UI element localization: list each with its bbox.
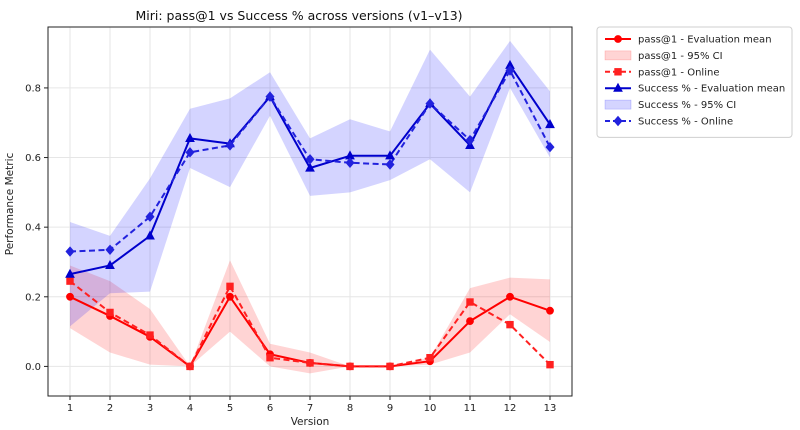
x-tick-label: 13 bbox=[544, 403, 557, 414]
passat1-evaluation-mean-point bbox=[226, 292, 234, 301]
legend: pass@1 - Evaluation mean pass@1 - 95% CI p… bbox=[596, 26, 793, 138]
legend-marker-success-pct-evaluation-mean bbox=[613, 82, 623, 92]
passat1-95pct-ci-band bbox=[70, 260, 550, 374]
series-markers bbox=[65, 59, 555, 371]
success-pct-online-point bbox=[425, 98, 435, 109]
passat1-online-point bbox=[66, 277, 74, 285]
confidence-bands bbox=[70, 40, 550, 374]
passat1-online-point bbox=[146, 331, 154, 339]
passat1-evaluation-mean-point bbox=[466, 317, 474, 326]
success-pct-online-point bbox=[385, 159, 395, 170]
x-tick-label: 12 bbox=[504, 403, 517, 414]
success-pct-evaluation-mean-point bbox=[65, 268, 75, 278]
x-tick-label: 1 bbox=[67, 403, 73, 414]
y-tick-label: 0.2 bbox=[25, 292, 41, 303]
x-tick-label: 6 bbox=[267, 403, 273, 414]
passat1-online-point bbox=[226, 282, 234, 291]
passat1-online-point bbox=[386, 362, 394, 371]
legend-label-passat1-online: pass@1 - Online bbox=[638, 67, 719, 78]
legend-label-success-pct-online: Success % - Online bbox=[638, 117, 733, 128]
x-tick-label: 9 bbox=[387, 403, 393, 414]
x-tick-label: 5 bbox=[227, 403, 233, 414]
y-tick-label: 0.8 bbox=[25, 83, 41, 94]
success-pct-evaluation-mean-point bbox=[105, 260, 115, 270]
passat1-evaluation-mean-point bbox=[66, 292, 74, 301]
passat1-online-point bbox=[506, 320, 514, 329]
success-pct-online-point bbox=[185, 147, 195, 158]
legend-marker-passat1-evaluation-mean bbox=[614, 35, 622, 43]
x-tick-label: 2 bbox=[107, 403, 113, 414]
legend-marker-success-pct-online bbox=[613, 115, 623, 127]
x-tick-label: 4 bbox=[187, 403, 193, 414]
legend-box bbox=[596, 26, 793, 138]
success-pct-online-point bbox=[145, 211, 155, 222]
success-pct-online-point bbox=[265, 91, 275, 102]
legend-swatch-passat1-95pct-ci bbox=[604, 50, 632, 61]
passat1-evaluation-mean-point bbox=[546, 306, 554, 315]
passat1-online-point bbox=[466, 298, 474, 306]
legend-label-passat1-95pct-ci: pass@1 - 95% CI bbox=[638, 51, 723, 62]
passat1-online-point bbox=[346, 362, 354, 371]
passat1-evaluation-mean-point bbox=[506, 292, 514, 301]
x-tick-label: 10 bbox=[424, 403, 437, 414]
success-pct-online-point bbox=[545, 141, 555, 153]
chart-title: Miri: pass@1 vs Success % across version… bbox=[135, 8, 462, 23]
legend-marker-passat1-online bbox=[614, 68, 622, 76]
x-tick-label: 3 bbox=[147, 403, 153, 414]
success-pct-online-point bbox=[225, 140, 235, 151]
y-axis-ticks: 0.0 0.2 0.4 0.6 0.8 bbox=[25, 83, 48, 373]
legend-swatch-success-pct-95pct-ci bbox=[604, 99, 632, 110]
y-tick-label: 0.6 bbox=[25, 153, 41, 164]
success-pct-evaluation-mean-point bbox=[145, 230, 155, 240]
success-pct-online-point bbox=[505, 65, 515, 76]
passat1-online-point bbox=[106, 308, 114, 317]
success-pct-online-point bbox=[465, 134, 475, 146]
success-pct-online-point bbox=[105, 244, 115, 256]
passat1-online-point bbox=[306, 359, 314, 367]
success-pct-online-point bbox=[305, 154, 315, 165]
success-pct-evaluation-mean-point bbox=[545, 119, 555, 129]
y-tick-label: 0.4 bbox=[25, 223, 41, 234]
passat1-online-point bbox=[426, 354, 434, 362]
passat1-online-point bbox=[186, 362, 194, 371]
passat1-online-point bbox=[266, 354, 274, 362]
legend-label-success-pct-95pct-ci: Success % - 95% CI bbox=[638, 100, 736, 111]
x-axis-ticks: 1 2 3 4 5 6 7 8 9 10 11 12 13 bbox=[67, 396, 557, 414]
x-tick-label: 7 bbox=[307, 403, 313, 414]
x-tick-label: 11 bbox=[464, 403, 477, 414]
legend-label-passat1-evaluation-mean: pass@1 - Evaluation mean bbox=[638, 35, 772, 46]
success-pct-evaluation-mean-point bbox=[385, 150, 395, 160]
success-pct-evaluation-mean-point bbox=[185, 132, 195, 142]
success-pct-evaluation-mean-point bbox=[305, 162, 315, 172]
y-tick-label: 0.0 bbox=[25, 362, 41, 373]
x-tick-label: 8 bbox=[347, 403, 353, 414]
x-axis-label: Version bbox=[291, 416, 330, 428]
success-pct-online-point bbox=[345, 157, 355, 168]
y-axis-label: Performance Metric bbox=[4, 153, 16, 256]
legend-label-success-pct-evaluation-mean: Success % - Evaluation mean bbox=[638, 84, 785, 95]
success-pct-online-point bbox=[65, 246, 75, 257]
passat1-online-point bbox=[546, 360, 554, 369]
success-pct-95pct-ci-band bbox=[70, 40, 550, 327]
